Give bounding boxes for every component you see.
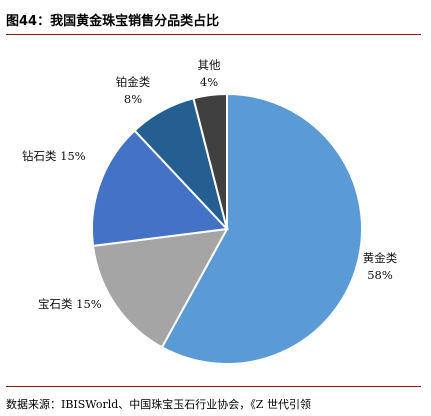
slice-label-4: 其他 4% [198,58,221,89]
pie-labels: 黄金类 58% 宝石类 15% 钻石类 15% 铂金类 8% 其他 4% [22,58,398,311]
pie-slice-2 [91,129,230,248]
figure-title: 图44：我国黄金珠宝销售分品类占比 [6,14,220,29]
source-rule [6,386,421,387]
pie-slice-1 [91,227,229,349]
pie-slice-0 [160,92,363,365]
source-note: 数据来源：IBISWorld、中国珠宝玉石行业协会，《Z 世代引领 [6,398,311,411]
pie-slices [91,92,363,365]
slice-label-1: 宝石类 15% [38,297,102,311]
title-rule [6,34,421,35]
pie-slice-4 [192,92,228,230]
slice-label-2: 钻石类 15% [22,149,86,163]
slice-label-3: 铂金类 8% [116,75,151,106]
slice-label-0: 黄金类 58% [363,251,398,282]
